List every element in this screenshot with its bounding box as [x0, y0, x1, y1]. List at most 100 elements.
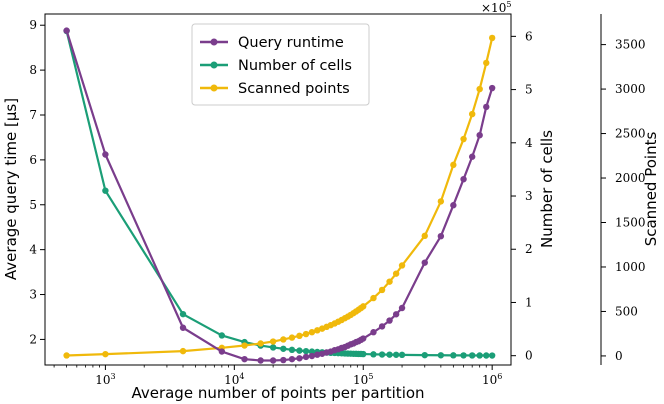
data-point-query-runtime [421, 259, 428, 266]
data-point-number-of-cells [280, 345, 287, 352]
data-point-number-of-cells [179, 310, 187, 318]
data-point-number-of-cells [218, 332, 226, 339]
data-point-query-runtime [437, 232, 445, 240]
data-point-scanned-points [179, 347, 187, 355]
data-point-scanned-points [257, 340, 264, 347]
left-tick-label: 7 [29, 108, 37, 122]
left-tick-label: 4 [29, 243, 37, 257]
x-tick-label-exp: 6 [497, 372, 502, 381]
data-point-query-runtime [476, 131, 483, 139]
right2-tick-label: 0 [615, 349, 623, 363]
legend-marker-number-of-cells [210, 61, 218, 69]
x-tick-label-exp: 3 [110, 372, 115, 381]
data-point-number-of-cells [468, 352, 476, 359]
legend-label-query-runtime: Query runtime [238, 35, 344, 51]
legend: Query runtime Number of cells Scanned po… [191, 23, 370, 106]
x-tick-label-exp: 5 [368, 372, 373, 381]
data-point-query-runtime [360, 335, 367, 342]
x-tick-label-exp: 4 [239, 372, 244, 381]
data-point-number-of-cells [398, 351, 406, 359]
data-point-scanned-points [460, 135, 467, 143]
data-point-number-of-cells [308, 348, 316, 355]
left-tick-label: 2 [29, 332, 37, 346]
right1-tick-label: 4 [525, 136, 533, 150]
left-axis-label: Average query time [µs] [2, 98, 20, 280]
data-point-query-runtime [483, 103, 490, 111]
data-point-number-of-cells [392, 351, 400, 358]
x-axis-label: Average number of points per partition [131, 384, 424, 402]
data-point-scanned-points [280, 336, 287, 343]
right1-tick-label: 1 [525, 295, 533, 309]
right2-tick-label: 2500 [615, 127, 646, 141]
data-point-scanned-points [370, 294, 377, 302]
right1-multiplier: ×105 [481, 0, 511, 15]
data-point-query-runtime [314, 351, 321, 358]
left-tick-label: 9 [29, 18, 37, 32]
legend-entry-number-of-cells: Number of cells [200, 58, 352, 74]
data-point-number-of-cells [288, 346, 296, 354]
data-point-number-of-cells [302, 347, 310, 355]
right1-tick-label: 2 [525, 242, 533, 256]
right2-tick-label: 1000 [615, 260, 646, 274]
data-point-scanned-points [468, 110, 476, 118]
data-point-query-runtime [488, 84, 496, 92]
right1-multiplier-exp: 5 [506, 0, 511, 9]
data-point-number-of-cells [437, 352, 445, 359]
data-point-scanned-points [360, 303, 367, 310]
right1-tick-label: 5 [525, 83, 533, 97]
x-tick-label: 104 [224, 372, 244, 387]
plot-frame [44, 13, 512, 366]
data-point-scanned-points [102, 350, 109, 358]
data-point-scanned-points [314, 327, 321, 334]
data-point-scanned-points [476, 85, 483, 93]
left-tick-label: 5 [29, 198, 37, 212]
legend-label-number-of-cells: Number of cells [238, 58, 352, 74]
x-tick-label-base: 10 [482, 373, 497, 387]
data-point-query-runtime [257, 357, 264, 364]
x-ticks: 103 104 105 106 [53, 365, 502, 387]
data-point-number-of-cells [386, 351, 393, 358]
data-point-scanned-points [450, 161, 457, 169]
right2-tick-label: 1500 [615, 216, 646, 230]
data-point-scanned-points [421, 232, 428, 240]
left-tick-label: 3 [29, 288, 37, 302]
x-tick-label: 105 [353, 372, 373, 387]
data-point-number-of-cells [296, 347, 303, 354]
right1-tick-label: 3 [525, 189, 533, 203]
data-point-scanned-points [437, 198, 445, 205]
data-point-number-of-cells [483, 352, 490, 359]
data-point-query-runtime [241, 355, 248, 363]
data-point-query-runtime [308, 352, 316, 360]
x-tick-label: 106 [482, 372, 502, 387]
left-ticks: 2 3 4 5 6 7 8 9 [29, 18, 45, 346]
data-point-scanned-points [378, 286, 386, 294]
right2-tick-label: 500 [615, 304, 638, 318]
x-tick-label-base: 10 [353, 373, 368, 387]
data-point-query-runtime [468, 153, 476, 160]
data-point-query-runtime [102, 151, 109, 158]
data-point-query-runtime [302, 353, 310, 361]
right2-tick-label: 3500 [615, 38, 646, 52]
data-point-number-of-cells [450, 352, 457, 359]
data-point-number-of-cells [378, 351, 386, 358]
right2-ticks: 0 500 1000 1500 2000 2500 3000 3500 [601, 38, 646, 363]
data-point-number-of-cells [476, 352, 483, 359]
data-point-scanned-points [269, 338, 277, 345]
legend-frame [191, 23, 370, 106]
data-point-query-runtime [280, 356, 287, 364]
x-tick-label-base: 10 [224, 373, 239, 387]
legend-label-scanned-points: Scanned points [238, 81, 350, 97]
legend-entry-query-runtime: Query runtime [200, 35, 344, 51]
series-group [63, 27, 496, 364]
legend-marker-scanned-points [210, 84, 218, 92]
right2-axis-label: Scanned Points [642, 132, 660, 247]
right1-ticks: 0 1 2 3 4 5 6 [511, 29, 533, 363]
data-point-scanned-points [386, 278, 393, 285]
right1-tick-label: 6 [525, 29, 533, 43]
x-tick-label: 103 [95, 372, 115, 387]
data-point-query-runtime [398, 304, 406, 312]
data-point-scanned-points [302, 330, 310, 338]
data-point-scanned-points [483, 59, 490, 67]
data-point-query-runtime [450, 202, 457, 209]
